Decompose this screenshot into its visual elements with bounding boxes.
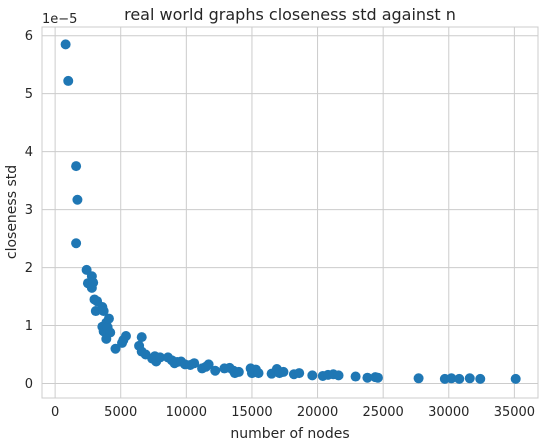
data-point (362, 372, 373, 383)
data-point (120, 330, 131, 341)
data-point (233, 366, 244, 377)
data-point (71, 238, 82, 249)
data-point (98, 306, 109, 317)
data-point (101, 333, 112, 344)
data-point (372, 372, 383, 383)
y-tick-label: 2 (25, 261, 33, 276)
x-tick-label: 5000 (104, 405, 137, 420)
x-tick-label: 30000 (428, 405, 469, 420)
data-point (413, 373, 424, 384)
data-point (86, 282, 97, 293)
y-tick-label: 3 (25, 203, 33, 218)
x-tick-label: 0 (51, 405, 59, 420)
y-tick-label: 1 (25, 319, 33, 334)
data-point (454, 373, 465, 384)
data-point (475, 373, 486, 384)
y-tick-label: 6 (25, 29, 33, 44)
data-point (103, 313, 114, 324)
data-points (60, 39, 521, 384)
x-tick-label: 15000 (231, 405, 272, 420)
data-point (155, 352, 166, 363)
data-point (71, 161, 82, 172)
data-point (210, 365, 221, 376)
chart-title: real world graphs closeness std against … (124, 5, 456, 24)
x-tick-label: 10000 (166, 405, 207, 420)
data-point (446, 373, 457, 384)
data-point (464, 373, 475, 384)
data-point (253, 368, 264, 379)
x-tick-label: 20000 (297, 405, 338, 420)
y-tick-label: 4 (25, 145, 33, 160)
y-axis-label: closeness std (4, 165, 20, 259)
data-point (63, 75, 74, 86)
data-point (110, 343, 121, 354)
x-axis-label: number of nodes (230, 426, 349, 442)
y-tick-label: 0 (25, 377, 33, 392)
data-point (510, 373, 521, 384)
axes-frame (41, 26, 539, 399)
plot-border (41, 26, 539, 399)
data-point (294, 368, 305, 379)
data-point (72, 194, 83, 205)
data-point (60, 39, 71, 50)
x-tick-labels: 0 5000 10000 15000 20000 25000 30000 35000 (51, 405, 535, 420)
x-tick-label: 25000 (362, 405, 403, 420)
data-point (350, 371, 361, 382)
y-tick-label: 5 (25, 87, 33, 102)
data-point (203, 359, 214, 370)
x-tick-label: 35000 (494, 405, 535, 420)
grid-lines (42, 27, 538, 398)
y-offset-label: 1e−5 (42, 12, 77, 27)
data-point (278, 366, 289, 377)
plot-area (42, 27, 538, 398)
data-point (333, 370, 344, 381)
y-tick-labels: 0 1 2 3 4 5 6 (25, 29, 33, 392)
data-point (136, 332, 147, 343)
data-point (189, 358, 200, 369)
data-point (307, 370, 318, 381)
